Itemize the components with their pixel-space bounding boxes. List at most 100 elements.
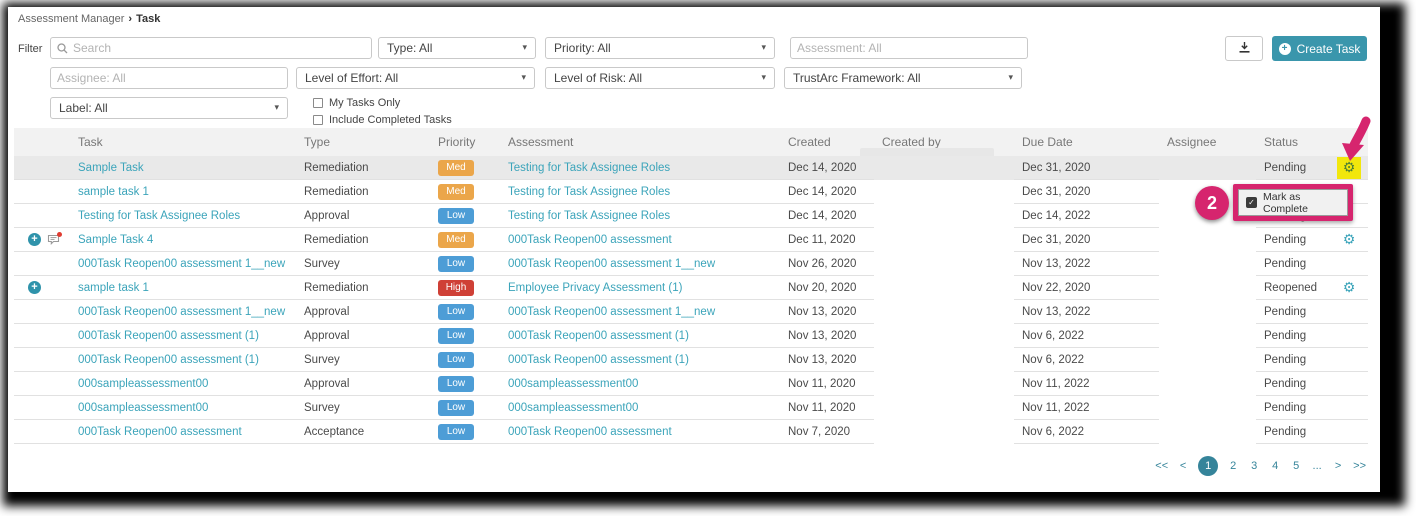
priority-badge: Low bbox=[438, 255, 474, 272]
table-row[interactable]: + 000Task Reopen00 assessment 1__new App… bbox=[14, 300, 1368, 324]
table-row[interactable]: + 000Task Reopen00 assessment Acceptance… bbox=[14, 420, 1368, 444]
task-link[interactable]: 000Task Reopen00 assessment (1) bbox=[78, 329, 259, 342]
column-header-status[interactable]: Status bbox=[1264, 135, 1299, 149]
breadcrumb-root[interactable]: Assessment Manager bbox=[18, 13, 125, 25]
created-by bbox=[874, 204, 1014, 228]
table-row[interactable]: + 000sampleassessment00 Approval Low 000… bbox=[14, 372, 1368, 396]
label-filter-value: Label: All bbox=[59, 101, 108, 115]
table-row[interactable]: + sample task 1 Remediation Med Testing … bbox=[14, 180, 1368, 204]
assessment-link[interactable]: 000Task Reopen00 assessment bbox=[508, 425, 672, 438]
due-date: Dec 31, 2020 bbox=[1014, 156, 1159, 180]
expand-plus-icon[interactable]: + bbox=[28, 233, 41, 246]
row-gutter: + bbox=[14, 228, 70, 252]
task-type: Approval bbox=[296, 324, 430, 348]
column-header-priority[interactable]: Priority bbox=[438, 135, 476, 149]
task-link[interactable]: sample task 1 bbox=[78, 281, 149, 294]
created-date: Dec 14, 2020 bbox=[780, 204, 874, 228]
task-type: Remediation bbox=[296, 228, 430, 252]
column-header-created-by[interactable]: Created by bbox=[860, 128, 1014, 156]
type-filter-select[interactable]: Type: All ▾ bbox=[378, 37, 536, 59]
page-next-page[interactable]: > bbox=[1334, 460, 1342, 472]
assessment-link[interactable]: 000Task Reopen00 assessment 1__new bbox=[508, 257, 716, 270]
task-link[interactable]: 000sampleassessment00 bbox=[78, 401, 209, 414]
created-by bbox=[874, 372, 1014, 396]
assessment-link[interactable]: Testing for Task Assignee Roles bbox=[508, 185, 671, 198]
created-by bbox=[874, 252, 1014, 276]
export-button[interactable] bbox=[1225, 36, 1263, 61]
mark-as-complete-menu-item[interactable]: ✓ Mark as Complete bbox=[1238, 189, 1348, 216]
column-header-created[interactable]: Created bbox=[788, 135, 831, 149]
gear-icon[interactable]: ⚙ bbox=[1342, 231, 1356, 248]
assessment-link[interactable]: Employee Privacy Assessment (1) bbox=[508, 281, 683, 294]
assessment-link[interactable]: 000Task Reopen00 assessment (1) bbox=[508, 353, 689, 366]
table-row[interactable]: + sample task 1 Remediation High Employe… bbox=[14, 276, 1368, 300]
table-row[interactable]: + Testing for Task Assignee Roles Approv… bbox=[14, 204, 1368, 228]
my-tasks-only-checkbox[interactable] bbox=[313, 98, 323, 108]
page-1[interactable]: 1 bbox=[1198, 456, 1219, 476]
assessment-filter-input[interactable] bbox=[797, 41, 1021, 55]
assignee bbox=[1159, 156, 1256, 180]
task-link[interactable]: 000Task Reopen00 assessment (1) bbox=[78, 353, 259, 366]
page-prev-page[interactable]: < bbox=[1179, 460, 1187, 472]
table-row[interactable]: + 000Task Reopen00 assessment 1__new Sur… bbox=[14, 252, 1368, 276]
page-3[interactable]: 3 bbox=[1251, 460, 1258, 472]
include-completed-tasks-checkbox[interactable] bbox=[313, 115, 323, 125]
assessment-link[interactable]: 000Task Reopen00 assessment 1__new bbox=[508, 305, 716, 318]
label-filter-select[interactable]: Label: All ▾ bbox=[50, 97, 288, 119]
column-header-type[interactable]: Type bbox=[304, 135, 331, 149]
page-2[interactable]: 2 bbox=[1230, 460, 1237, 472]
status-text: Pending bbox=[1256, 420, 1330, 444]
assessment-link[interactable]: 000Task Reopen00 assessment (1) bbox=[508, 329, 689, 342]
task-link[interactable]: sample task 1 bbox=[78, 185, 149, 198]
column-header-task[interactable]: Task bbox=[78, 135, 103, 149]
page-4[interactable]: 4 bbox=[1272, 460, 1279, 472]
expand-plus-icon[interactable]: + bbox=[28, 281, 41, 294]
table-row[interactable]: + 000sampleassessment00 Survey Low 000sa… bbox=[14, 396, 1368, 420]
page-5[interactable]: 5 bbox=[1293, 460, 1300, 472]
task-link[interactable]: 000Task Reopen00 assessment 1__new bbox=[78, 257, 286, 270]
column-header-blank bbox=[1330, 128, 1368, 156]
priority-badge: Med bbox=[438, 159, 474, 176]
level-of-effort-select[interactable]: Level of Effort: All ▾ bbox=[296, 67, 535, 89]
created-date: Dec 14, 2020 bbox=[780, 156, 874, 180]
create-task-button[interactable]: + Create Task bbox=[1272, 36, 1367, 61]
priority-filter-select[interactable]: Priority: All ▾ bbox=[545, 37, 775, 59]
created-date: Nov 7, 2020 bbox=[780, 420, 874, 444]
assessment-link[interactable]: 000sampleassessment00 bbox=[508, 401, 639, 414]
task-link[interactable]: Sample Task bbox=[78, 161, 144, 174]
row-gutter: + bbox=[14, 300, 70, 324]
comment-note-icon[interactable] bbox=[47, 231, 62, 246]
column-header-due-date[interactable]: Due Date bbox=[1022, 135, 1073, 149]
level-of-risk-select[interactable]: Level of Risk: All ▾ bbox=[545, 67, 775, 89]
table-row[interactable]: + Sample Task Remediation Med Testing fo… bbox=[14, 156, 1368, 180]
assignee-filter-input[interactable] bbox=[57, 71, 281, 85]
assessment-link[interactable]: Testing for Task Assignee Roles bbox=[508, 161, 671, 174]
column-header-assessment[interactable]: Assessment bbox=[508, 135, 574, 149]
assessment-link[interactable]: 000sampleassessment00 bbox=[508, 377, 639, 390]
assessment-link[interactable]: 000Task Reopen00 assessment bbox=[508, 233, 672, 246]
task-link[interactable]: Testing for Task Assignee Roles bbox=[78, 209, 241, 222]
gear-icon[interactable]: ⚙ bbox=[1336, 156, 1362, 179]
trustarc-framework-select[interactable]: TrustArc Framework: All ▾ bbox=[784, 67, 1022, 89]
task-link[interactable]: 000Task Reopen00 assessment 1__new bbox=[78, 305, 286, 318]
gear-icon[interactable]: ⚙ bbox=[1342, 279, 1356, 296]
table-row[interactable]: + 000Task Reopen00 assessment (1) Survey… bbox=[14, 348, 1368, 372]
pagination: << <1 2 3 4 5... > >> bbox=[1155, 456, 1366, 476]
table-row[interactable]: + 000Task Reopen00 assessment (1) Approv… bbox=[14, 324, 1368, 348]
row-gutter: + bbox=[14, 372, 70, 396]
status-text: Pending bbox=[1256, 300, 1330, 324]
due-date: Nov 6, 2022 bbox=[1014, 420, 1159, 444]
download-icon bbox=[1238, 41, 1251, 57]
task-link[interactable]: 000sampleassessment00 bbox=[78, 377, 209, 390]
page-last-page[interactable]: >> bbox=[1353, 460, 1366, 472]
column-header-assignee[interactable]: Assignee bbox=[1167, 135, 1217, 149]
task-link[interactable]: Sample Task 4 bbox=[78, 233, 154, 246]
task-link[interactable]: 000Task Reopen00 assessment bbox=[78, 425, 242, 438]
assessment-link[interactable]: Testing for Task Assignee Roles bbox=[508, 209, 671, 222]
search-input[interactable] bbox=[73, 41, 365, 55]
created-by bbox=[874, 396, 1014, 420]
page-first-page[interactable]: << bbox=[1155, 460, 1169, 472]
breadcrumb: Assessment Manager › Task bbox=[18, 13, 160, 25]
priority-badge: Low bbox=[438, 327, 474, 344]
table-row[interactable]: + Sample Task 4 Remediation Med 000Task … bbox=[14, 228, 1368, 252]
